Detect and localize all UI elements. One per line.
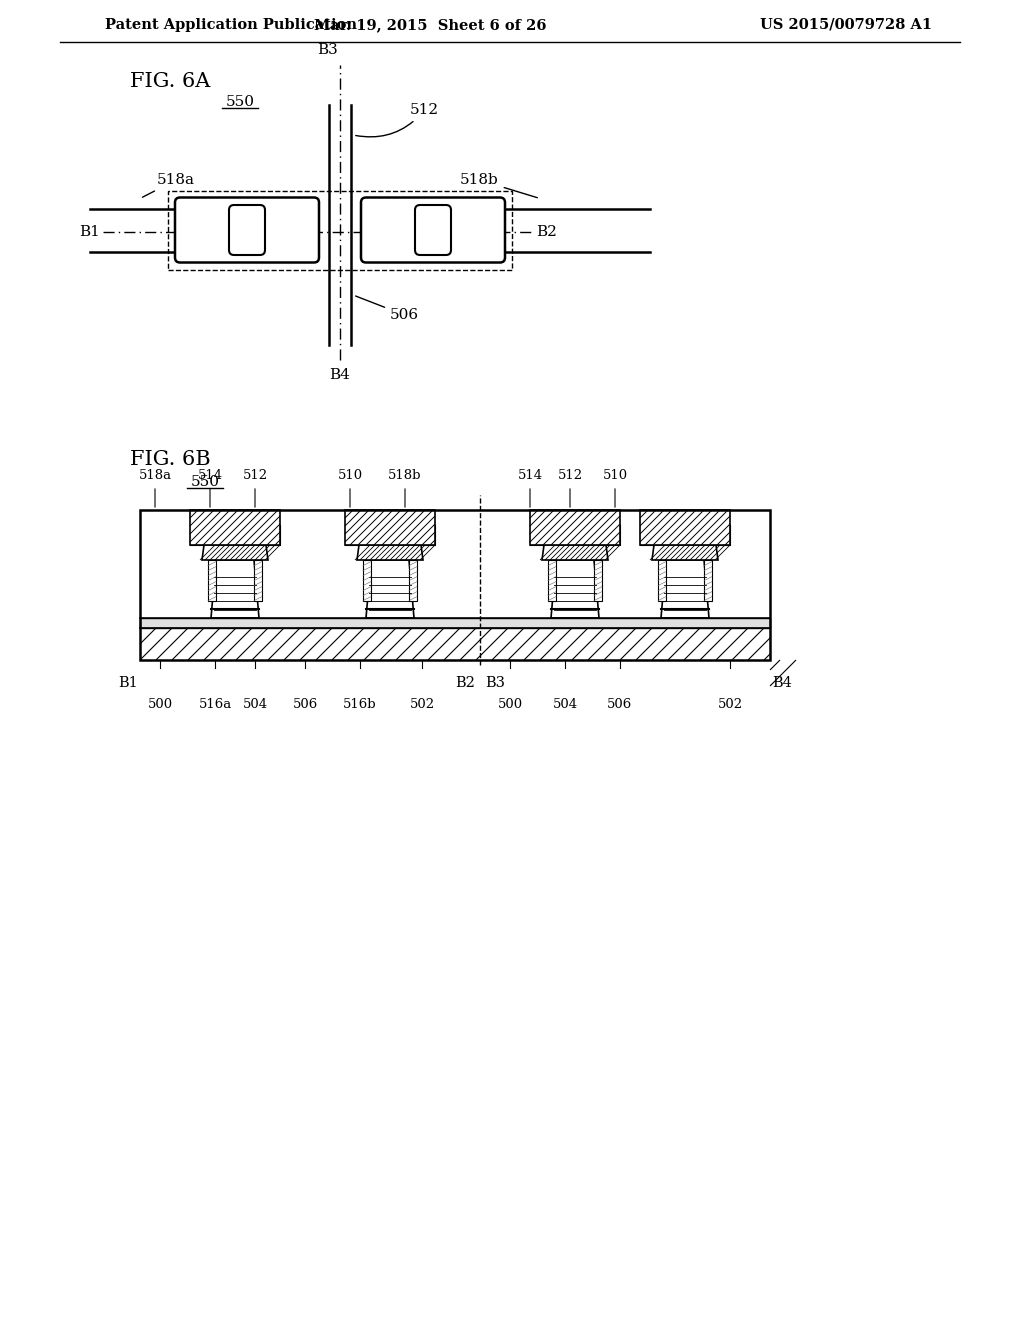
Text: B3: B3 [485,676,505,690]
Text: 514: 514 [517,469,543,482]
Bar [548,560,556,601]
Text: 506: 506 [607,698,633,711]
FancyBboxPatch shape [175,198,319,263]
Text: B2: B2 [455,676,475,690]
Polygon shape [357,545,423,560]
Text: 516b: 516b [343,698,377,711]
Text: 510: 510 [602,469,628,482]
Bar [254,560,262,601]
Bar [530,525,544,545]
Text: Patent Application Publication: Patent Application Publication [105,18,357,32]
Text: 510: 510 [338,469,362,482]
Bar [140,510,770,618]
Bar [409,560,417,601]
Text: 500: 500 [147,698,173,711]
Bar [658,560,666,601]
Text: 512: 512 [243,469,267,482]
Bar [640,510,730,545]
Polygon shape [551,560,599,618]
Polygon shape [652,545,718,560]
Bar [705,560,712,601]
Text: B4: B4 [772,676,792,690]
Bar [345,510,435,545]
Bar [140,510,770,660]
Text: 502: 502 [410,698,434,711]
Bar [266,525,280,545]
Bar [640,525,654,545]
Text: 550: 550 [190,475,219,488]
Text: B2: B2 [536,224,557,239]
Text: FIG. 6A: FIG. 6A [130,73,210,91]
Bar [190,525,204,545]
Bar [345,525,359,545]
Text: 504: 504 [243,698,267,711]
Bar [594,560,602,601]
Polygon shape [662,560,709,618]
Polygon shape [211,560,259,618]
Text: 518a: 518a [138,469,172,482]
Text: 516a: 516a [199,698,231,711]
Text: B3: B3 [317,44,338,57]
Bar [190,510,280,545]
Bar [168,190,512,269]
Text: 504: 504 [552,698,578,711]
Bar [530,510,620,545]
Polygon shape [366,560,414,618]
Text: Mar. 19, 2015  Sheet 6 of 26: Mar. 19, 2015 Sheet 6 of 26 [313,18,546,32]
Bar [140,628,770,660]
Text: B4: B4 [330,368,350,381]
Text: 550: 550 [225,95,255,110]
Polygon shape [542,545,608,560]
Text: 512: 512 [557,469,583,482]
Text: 500: 500 [498,698,522,711]
Text: 518a: 518a [142,173,195,197]
Text: 506: 506 [293,698,317,711]
Text: B1: B1 [79,224,100,239]
FancyBboxPatch shape [361,198,505,263]
Text: 506: 506 [355,296,419,322]
Text: B1: B1 [118,676,138,690]
Bar [362,560,371,601]
Bar [716,525,730,545]
FancyBboxPatch shape [229,205,265,255]
Text: 502: 502 [718,698,742,711]
Polygon shape [202,545,268,560]
Text: 514: 514 [198,469,222,482]
FancyBboxPatch shape [415,205,451,255]
Bar [140,618,770,628]
Bar [421,525,435,545]
Text: FIG. 6B: FIG. 6B [130,450,211,469]
Text: 518b: 518b [460,173,538,198]
Bar [606,525,620,545]
Text: 518b: 518b [388,469,422,482]
Text: US 2015/0079728 A1: US 2015/0079728 A1 [760,18,932,32]
Bar [208,560,216,601]
Text: 512: 512 [355,103,439,137]
